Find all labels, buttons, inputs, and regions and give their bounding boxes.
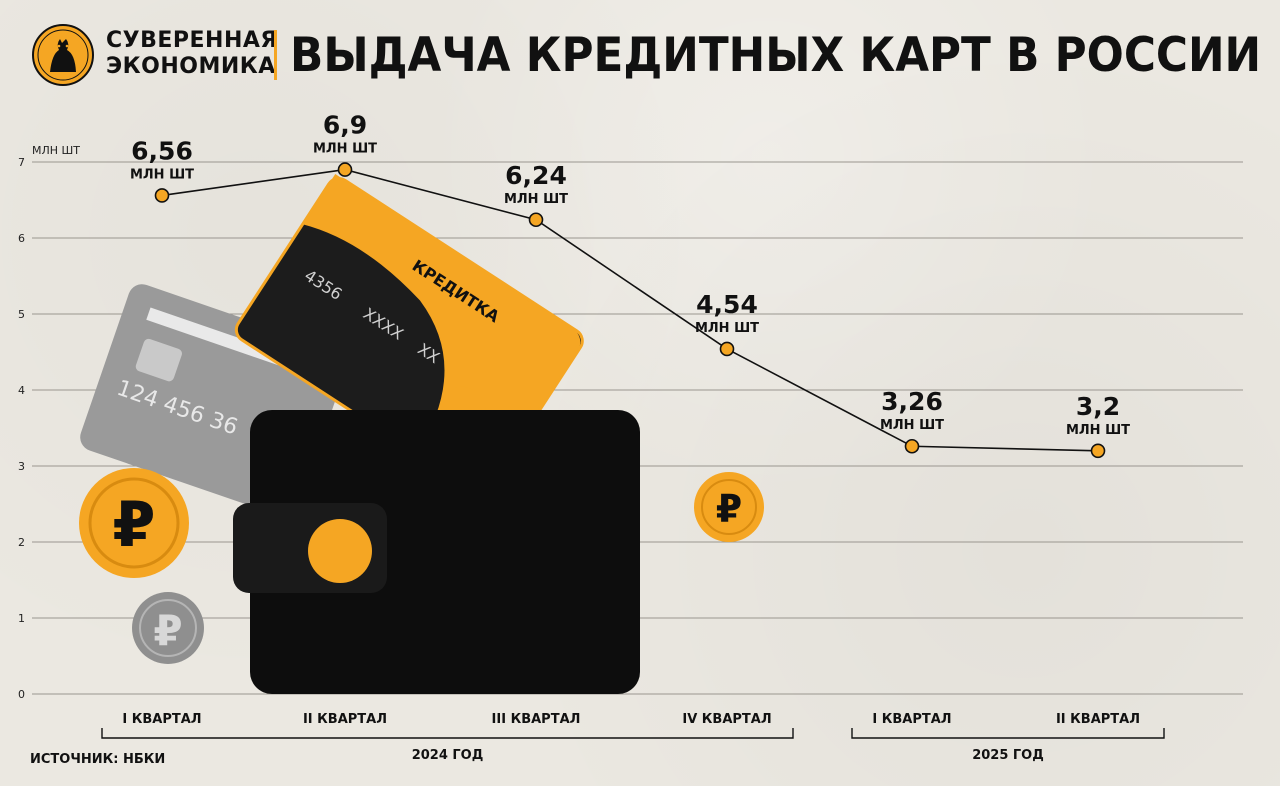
card-chip-icon bbox=[135, 338, 182, 382]
data-label-value: 6,9 bbox=[323, 111, 367, 140]
data-label-unit: МЛН ШТ bbox=[130, 167, 194, 182]
page-title: ВЫДАЧА КРЕДИТНЫХ КАРТ В РОССИИ bbox=[290, 28, 1262, 83]
data-label-unit: МЛН ШТ bbox=[1066, 423, 1130, 438]
x-tick-label: IV КВАРТАЛ bbox=[682, 712, 771, 727]
y-tick-label: 0 bbox=[18, 688, 25, 701]
y-tick-label: 5 bbox=[18, 308, 25, 321]
coin-large-icon: ₽ bbox=[79, 468, 189, 578]
y-tick-label: 7 bbox=[18, 156, 25, 169]
year-bracket bbox=[101, 728, 794, 739]
y-axis-ticks: 0 1 2 3 4 5 6 7 bbox=[18, 156, 25, 701]
x-tick-label: II КВАРТАЛ bbox=[303, 712, 387, 727]
data-label-value: 3,26 bbox=[881, 387, 943, 416]
data-point bbox=[719, 341, 735, 357]
y-tick-label: 3 bbox=[18, 460, 25, 473]
x-tick-label: III КВАРТАЛ bbox=[492, 712, 581, 727]
data-label-value: 6,56 bbox=[131, 136, 193, 165]
series-line bbox=[161, 168, 1099, 452]
coin-grey-icon: ₽ bbox=[132, 592, 204, 664]
brand-name: СУВЕРЕННАЯ ЭКОНОМИКА bbox=[106, 28, 278, 80]
year-groups: 2024 ГОД 2025 ГОД bbox=[101, 728, 1165, 763]
year-label: 2024 ГОД bbox=[412, 748, 484, 763]
data-point bbox=[337, 162, 353, 177]
data-label-unit: МЛН ШТ bbox=[504, 192, 568, 207]
data-point bbox=[528, 212, 544, 228]
y-tick-label: 4 bbox=[18, 384, 25, 397]
y-tick-label: 2 bbox=[18, 536, 25, 549]
coin-small-symbol: ₽ bbox=[716, 487, 742, 531]
data-labels: 6,56 МЛН ШТ 6,9 МЛН ШТ 6,24 МЛН ШТ 4,54 МЛН ШТ 3… bbox=[130, 111, 1130, 438]
year-label: 2025 ГОД bbox=[972, 748, 1044, 763]
brand-line-1: СУВЕРЕННАЯ bbox=[106, 28, 278, 53]
year-bracket bbox=[851, 728, 1165, 739]
brand-separator bbox=[274, 30, 277, 80]
data-label-unit: МЛН ШТ bbox=[313, 142, 377, 157]
data-point bbox=[904, 438, 920, 454]
x-tick-label: I КВАРТАЛ bbox=[122, 712, 201, 727]
data-label-unit: МЛН ШТ bbox=[880, 418, 944, 433]
data-label-unit: МЛН ШТ bbox=[695, 321, 759, 336]
data-point bbox=[1090, 443, 1106, 459]
brand-line-2: ЭКОНОМИКА bbox=[106, 54, 276, 79]
data-label-value: 3,2 bbox=[1076, 392, 1120, 421]
y-tick-label: 6 bbox=[18, 232, 25, 245]
y-axis-unit: МЛН ШТ bbox=[32, 144, 80, 157]
source-note: ИСТОЧНИК: НБКИ bbox=[30, 752, 166, 767]
y-tick-label: 1 bbox=[18, 612, 25, 625]
wallet-clasp-icon bbox=[308, 519, 372, 583]
coin-grey-symbol: ₽ bbox=[153, 606, 182, 655]
x-tick-label: II КВАРТАЛ bbox=[1056, 712, 1140, 727]
data-label-value: 4,54 bbox=[696, 290, 758, 319]
x-tick-label: I КВАРТАЛ bbox=[872, 712, 951, 727]
data-point bbox=[154, 188, 170, 203]
brand-logo-icon bbox=[32, 24, 94, 86]
coin-small-icon: ₽ bbox=[694, 472, 764, 542]
data-label-value: 6,24 bbox=[505, 161, 567, 190]
coin-large-symbol: ₽ bbox=[112, 488, 155, 561]
wallet-illustration bbox=[233, 410, 640, 694]
series-line-layer bbox=[154, 162, 1106, 459]
x-axis-ticks: I КВАРТАЛ II КВАРТАЛ III КВАРТАЛ IV КВАРТАЛ… bbox=[122, 712, 1140, 727]
